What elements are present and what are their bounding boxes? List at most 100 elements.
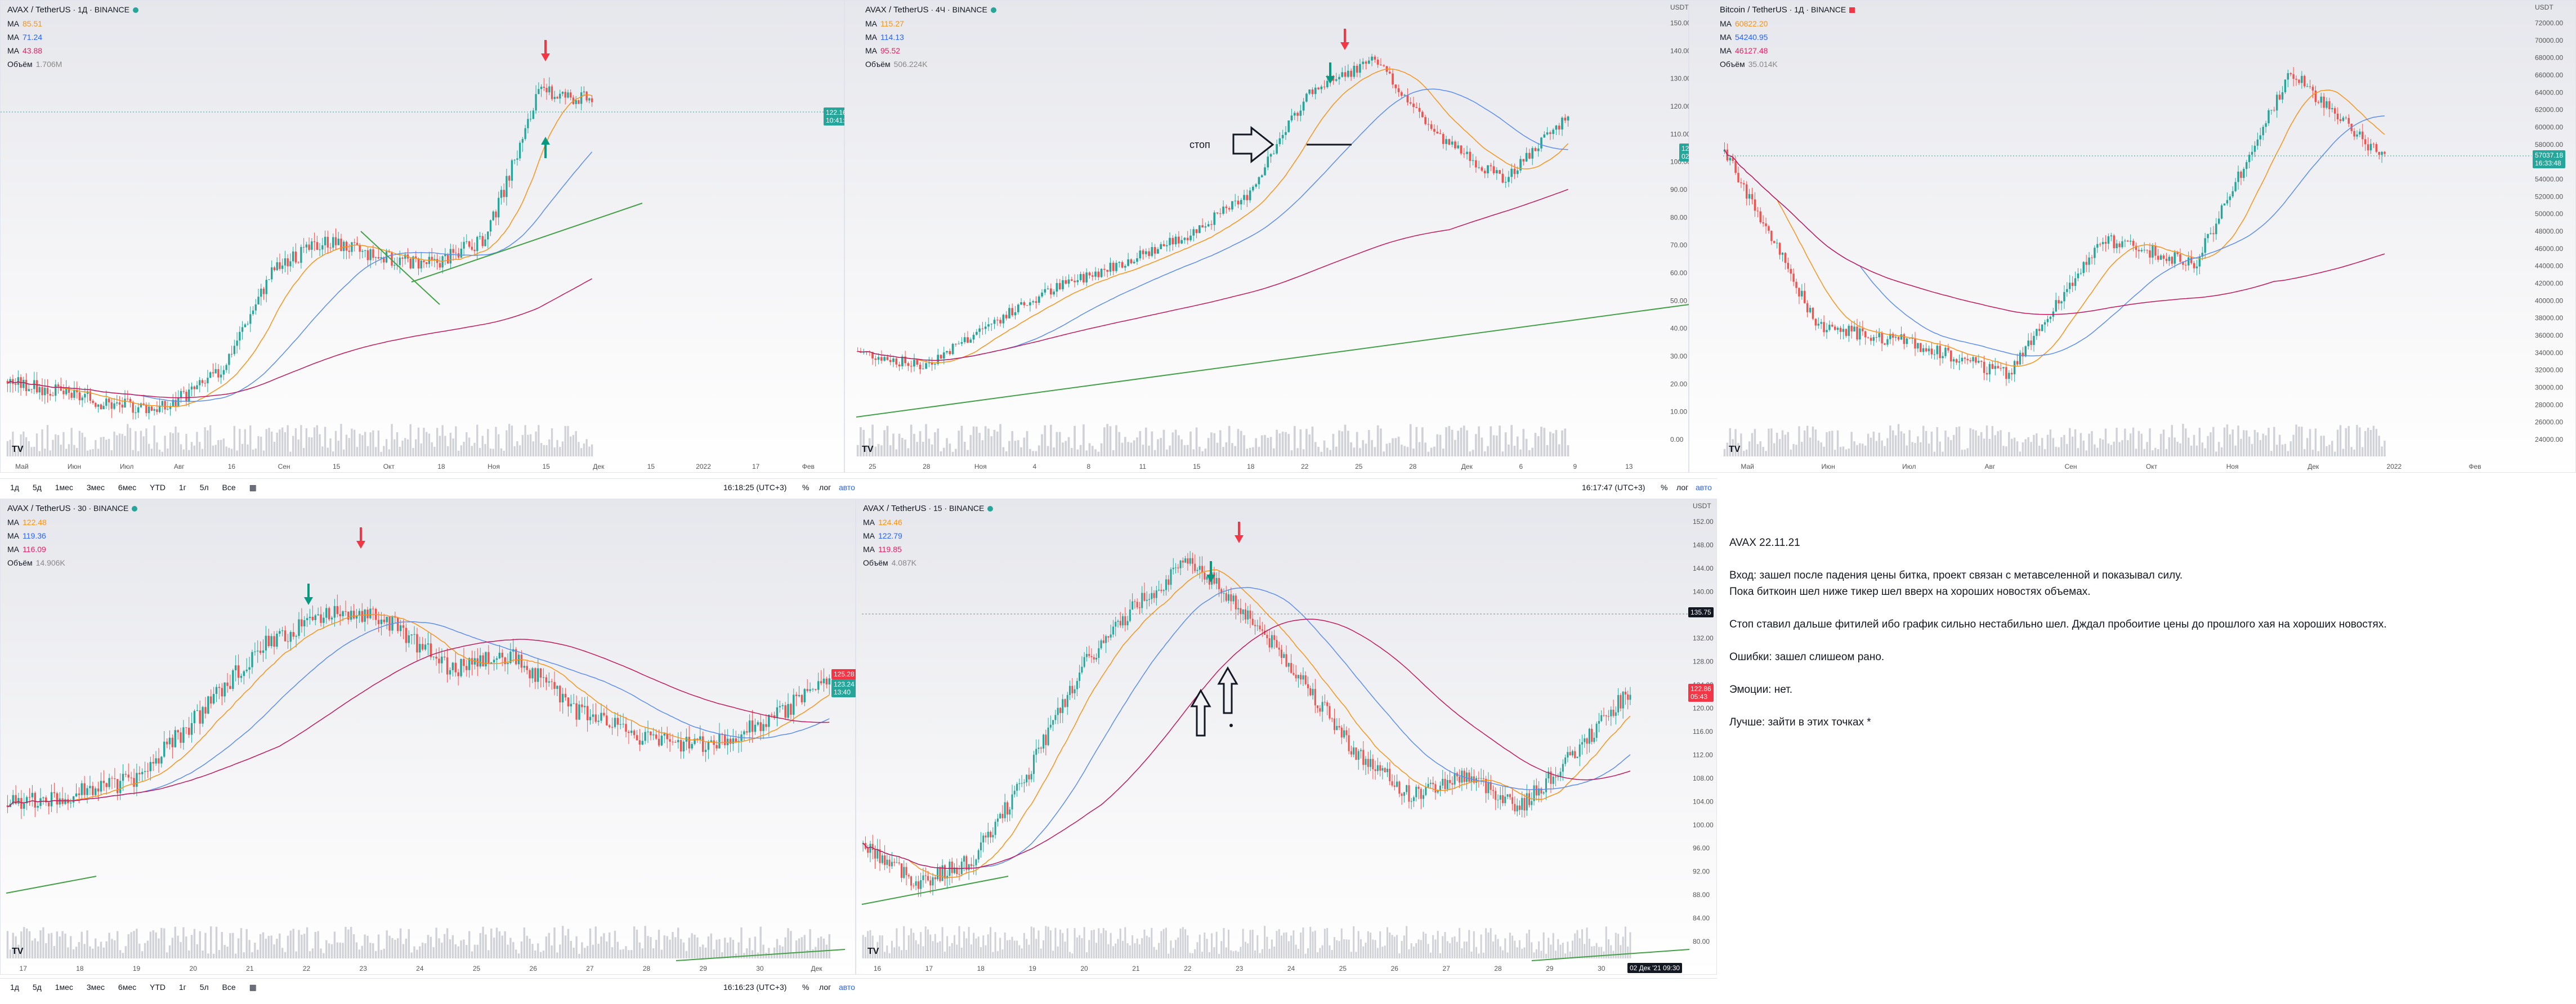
range-1d[interactable]: 1д [10,483,19,492]
clock-2[interactable]: 16:17:47 (UTC+3) [1582,483,1645,492]
candle-body [1584,738,1586,742]
range-5y[interactable]: 5л [199,483,209,492]
log-toggle[interactable]: лог [819,983,831,992]
range-ytd[interactable]: YTD [150,983,166,992]
volume-bar [1586,927,1588,958]
candle-body [180,391,182,398]
volume-bar [1478,953,1480,958]
volume-bar [1867,433,1870,456]
candle-body [1367,759,1369,767]
volume-bar [202,951,204,958]
volume-bar [127,934,129,958]
candle-body [276,262,278,271]
clock[interactable]: 16:16:23 (UTC+3) [723,983,787,992]
range-1y[interactable]: 1г [178,983,186,992]
candle-body [2154,245,2157,256]
range-6m[interactable]: 6мес [118,483,137,492]
volume-bar [1153,450,1156,456]
auto-toggle[interactable]: авто [839,483,855,492]
candle-body [535,94,537,111]
candle-body [1130,259,1133,263]
candle-body [1300,675,1302,680]
candle-body [1081,666,1083,673]
chart-svg-3[interactable]: 72000.0070000.0068000.0066000.0064000.00… [1689,1,2576,473]
chart-svg-1[interactable]: Май Июн Июл Авг 16 Сен 15 Окт 18 Ноя 15 Дек 15 2022 17… [1,1,845,473]
volume-bar [1235,951,1237,958]
range-1d[interactable]: 1д [10,983,19,992]
volume-bar [55,434,57,456]
range-3m[interactable]: 3мес [86,983,105,992]
range-6m[interactable]: 6мес [118,983,137,992]
chart-panel-1[interactable]: Май Июн Июл Авг 16 Сен 15 Окт 18 Ноя 15 Дек 15 2022 17… [0,0,855,473]
candle-body [1371,56,1373,61]
date-range-icon[interactable]: ▦ [249,983,257,992]
volume-bar [33,446,35,456]
log-toggle-2[interactable]: лог [1676,483,1689,492]
percent-toggle[interactable]: % [802,483,810,492]
candle-body [438,658,440,664]
range-5d[interactable]: 5д [32,483,42,492]
y-tick-label: 96.00 [1693,844,1710,852]
candle-body [1201,225,1204,228]
range-3m[interactable]: 3мес [86,483,105,492]
range-5d[interactable]: 5д [32,983,42,992]
volume-bar [1584,944,1586,958]
date-range-icon[interactable]: ▦ [249,483,257,492]
range-1m[interactable]: 1мес [55,483,73,492]
chart-panel-2[interactable]: 150.00 140.00 130.00 120.00 110.00 100.00 90.0… [844,0,1710,473]
range-ytd[interactable]: YTD [150,483,166,492]
volume-bar [144,943,146,958]
percent-toggle[interactable]: % [802,983,810,992]
candle-body [630,730,633,733]
volume-bar [2334,451,2336,456]
chart-panel-4[interactable]: 17 18 19 20 21 22 23 24 25 26 27 28 29 30 Дек TV AVAX /… [0,499,857,975]
note-title: AVAX 22.11.21 [1729,537,1800,549]
volume-bar [1021,948,1023,958]
volume-bar [508,424,511,456]
volume-bar [113,431,115,456]
volume-bar [366,446,369,456]
volume-bar [1132,935,1134,958]
volume-bar [538,425,540,456]
volume-bar [1121,442,1124,456]
volume-bar [611,947,614,958]
chart-svg-2[interactable]: 150.00140.00130.00120.00110.00100.0090.0… [845,1,1689,473]
log-toggle[interactable]: лог [819,483,831,492]
candle-body [1988,364,1991,375]
percent-toggle-2[interactable]: % [1661,483,1668,492]
candle-body [2256,139,2259,146]
candle-body [1002,315,1005,324]
candle-body [1129,609,1131,621]
market-status-icon [990,7,996,14]
volume-bar [907,448,910,456]
candle-body [1049,288,1052,295]
candle-body [1069,685,1071,695]
auto-toggle[interactable]: авто [839,983,855,992]
volume-bar [324,427,327,456]
chart-panel-3[interactable]: 72000.00 70000.00 68000.00 66000.00 64000.00… [1689,0,2576,473]
candle-body [303,620,306,626]
range-1m[interactable]: 1мес [55,983,73,992]
range-1y[interactable]: 1г [178,483,186,492]
chart-panel-5[interactable]: 152.00148.00144.00140.00136.00132.00128.… [856,499,1717,975]
clock[interactable]: 16:18:25 (UTC+3) [723,483,787,492]
tradingview-logo: TV [862,445,874,454]
candle-body [1914,338,1916,349]
candle-body [393,265,396,266]
volume-bar [1492,941,1494,958]
chart-svg-5[interactable]: 152.00148.00144.00140.00136.00132.00128.… [856,499,1718,975]
range-all[interactable]: Все [222,483,236,492]
candle-body [1490,782,1492,790]
candle-body [1576,756,1578,758]
candle-body [284,258,287,266]
volume-bar [674,937,677,958]
auto-toggle-2[interactable]: авто [1696,483,1712,492]
volume-bar [1451,937,1454,958]
volume-bar [410,952,413,958]
range-5y[interactable]: 5л [199,983,209,992]
candle-body [1787,263,1790,269]
range-all[interactable]: Все [222,983,236,992]
x-tick-label: 29 [1546,965,1554,972]
volume-bar [2143,449,2145,456]
